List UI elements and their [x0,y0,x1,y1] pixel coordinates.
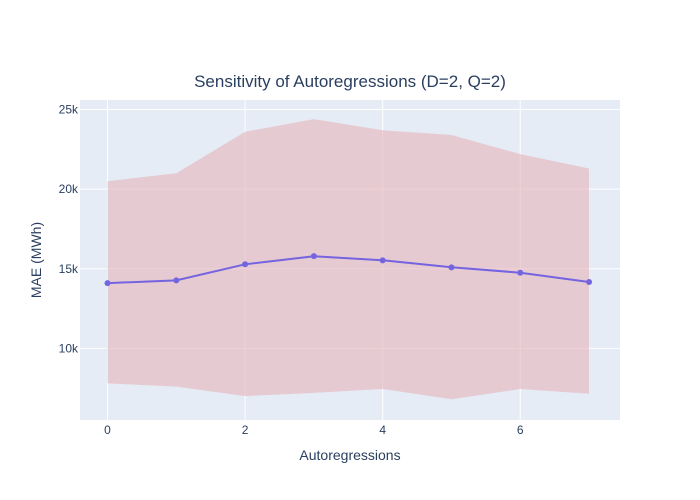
data-point [379,257,386,264]
x-tick-label: 4 [379,423,386,437]
data-point [310,253,317,260]
series-markers [104,253,593,287]
data-point [517,269,524,276]
y-tick-labels: 10k 15k 20k 25k [59,103,79,356]
x-tick-label: 2 [242,423,249,437]
x-tick-label: 0 [104,423,111,437]
data-point [242,261,249,268]
x-axis-title: Autoregressions [299,447,400,463]
y-axis-title: MAE (MWh) [28,222,44,298]
data-point [104,280,111,287]
data-point [173,277,180,284]
chart-title: Sensitivity of Autoregressions (D=2, Q=2… [194,72,506,91]
y-tick-label: 25k [59,103,79,117]
data-point [586,278,593,285]
x-tick-label: 6 [517,423,524,437]
data-point [448,264,455,271]
series-line [107,255,590,285]
y-tick-label: 20k [59,182,79,196]
x-tick-labels: 0 2 4 6 [104,423,524,437]
y-tick-label: 15k [59,262,79,276]
y-tick-label: 10k [59,341,79,355]
